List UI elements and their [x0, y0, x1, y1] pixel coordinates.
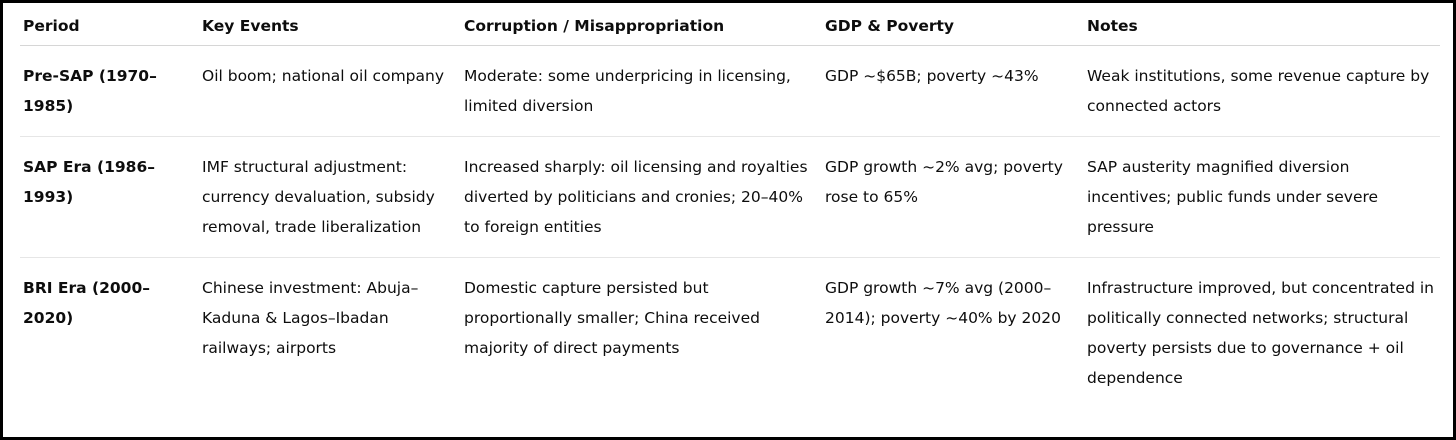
column-header-period: Period — [20, 11, 199, 46]
cell-key-events: Chinese investment: Abuja–Kaduna & Lagos… — [202, 279, 419, 357]
cell-corruption: Domestic capture persisted but proportio… — [464, 279, 760, 357]
cell-gdp-poverty: GDP ~$65B; poverty ~43% — [822, 45, 1084, 137]
column-header-key-events: Key Events — [199, 11, 461, 46]
cell-period: SAP Era (1986–1993) — [20, 136, 199, 258]
cell-notes: Infrastructure improved, but concentrate… — [1087, 279, 1434, 387]
cell-gdp-poverty: GDP growth ~7% avg (2000–2014); poverty … — [825, 279, 1061, 327]
table-row: BRI Era (2000–2020) Chinese investment: … — [20, 258, 1440, 409]
cell-period: Pre-SAP (1970–1985) — [20, 45, 199, 137]
cell-notes: SAP austerity magnified diversion incent… — [1084, 136, 1440, 258]
header-row: Period Key Events Corruption / Misapprop… — [20, 11, 1440, 46]
cell-period: BRI Era (2000–2020) — [23, 279, 150, 327]
cell-key-events: IMF structural adjustment: currency deva… — [199, 136, 461, 258]
table-row: SAP Era (1986–1993) IMF structural adjus… — [20, 136, 1440, 258]
cell-gdp-poverty: GDP growth ~2% avg; poverty rose to 65% — [822, 136, 1084, 258]
cell-key-events: Oil boom; national oil company — [199, 45, 461, 137]
table-row: Pre-SAP (1970–1985) Oil boom; national o… — [20, 45, 1440, 137]
cell-corruption: Increased sharply: oil licensing and roy… — [461, 136, 822, 258]
data-table: Period Key Events Corruption / Misapprop… — [20, 11, 1440, 408]
cell-corruption: Moderate: some underpricing in licensing… — [461, 45, 822, 137]
column-header-corruption: Corruption / Misappropriation — [461, 11, 822, 46]
column-header-gdp-poverty: GDP & Poverty — [822, 11, 1084, 46]
cell-notes: Weak institutions, some revenue capture … — [1084, 45, 1440, 137]
column-header-notes: Notes — [1084, 11, 1440, 46]
